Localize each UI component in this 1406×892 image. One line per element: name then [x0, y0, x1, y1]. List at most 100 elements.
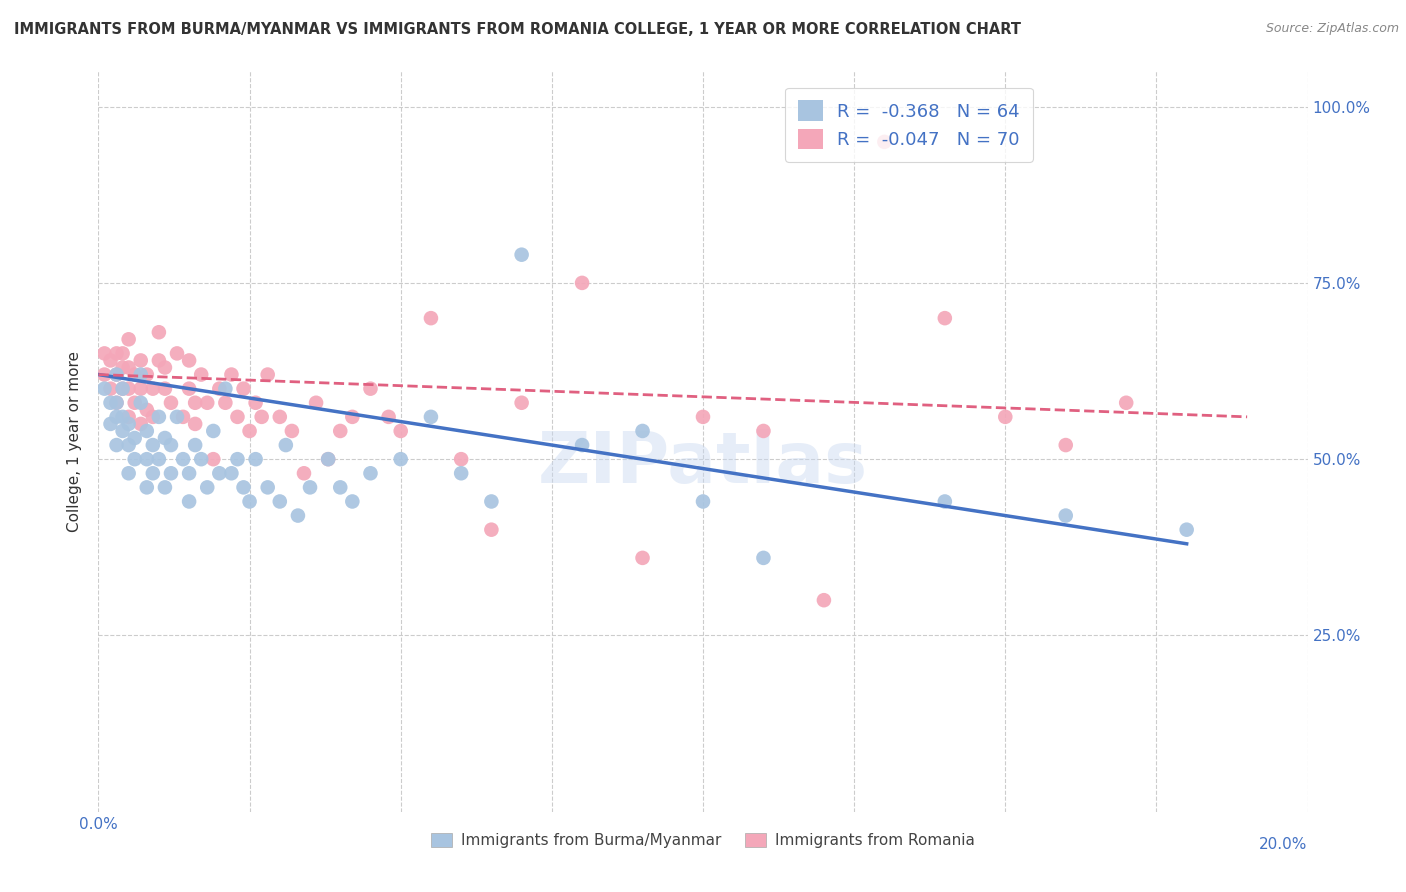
Point — [269, 494, 291, 508]
Point — [142, 382, 165, 396]
Point — [142, 467, 165, 481]
Point — [377, 409, 399, 424]
Point — [292, 467, 315, 481]
Point — [129, 417, 152, 431]
Point — [135, 480, 157, 494]
Point — [1054, 438, 1077, 452]
Point — [389, 424, 412, 438]
Point — [172, 452, 194, 467]
Point — [111, 382, 134, 396]
Point — [214, 382, 236, 396]
Point — [93, 382, 115, 396]
Point — [510, 396, 533, 410]
Point — [160, 396, 183, 410]
Point — [129, 396, 152, 410]
Point — [124, 368, 146, 382]
Point — [166, 346, 188, 360]
Point — [129, 382, 152, 396]
Point — [420, 409, 443, 424]
Point — [232, 382, 254, 396]
Point — [179, 467, 201, 481]
Point — [873, 135, 896, 149]
Point — [142, 409, 165, 424]
Point — [239, 494, 262, 508]
Point — [184, 417, 207, 431]
Point — [245, 396, 267, 410]
Point — [195, 396, 218, 410]
Point — [105, 438, 128, 452]
Point — [160, 438, 183, 452]
Point — [481, 523, 503, 537]
Point — [342, 409, 364, 424]
Point — [105, 368, 128, 382]
Point — [221, 368, 243, 382]
Point — [450, 467, 472, 481]
Point — [752, 424, 775, 438]
Point — [166, 409, 188, 424]
Point — [221, 467, 243, 481]
Point — [153, 431, 176, 445]
Text: ZIPatlas: ZIPatlas — [538, 429, 868, 499]
Point — [329, 424, 352, 438]
Point — [148, 353, 170, 368]
Point — [342, 494, 364, 508]
Text: Source: ZipAtlas.com: Source: ZipAtlas.com — [1265, 22, 1399, 36]
Point — [1175, 523, 1198, 537]
Point — [360, 467, 382, 481]
Point — [148, 452, 170, 467]
Point — [105, 396, 128, 410]
Point — [93, 368, 115, 382]
Point — [208, 467, 231, 481]
Point — [111, 424, 134, 438]
Point — [118, 409, 141, 424]
Point — [287, 508, 309, 523]
Point — [190, 368, 212, 382]
Point — [994, 409, 1017, 424]
Point — [420, 311, 443, 326]
Point — [299, 480, 322, 494]
Point — [118, 382, 141, 396]
Point — [226, 452, 249, 467]
Point — [100, 396, 122, 410]
Point — [135, 452, 157, 467]
Point — [305, 396, 328, 410]
Point — [214, 396, 236, 410]
Point — [274, 438, 297, 452]
Point — [208, 382, 231, 396]
Point — [124, 396, 146, 410]
Point — [100, 417, 122, 431]
Point — [105, 346, 128, 360]
Point — [1115, 396, 1137, 410]
Point — [226, 409, 249, 424]
Point — [179, 382, 201, 396]
Point — [510, 248, 533, 262]
Point — [202, 424, 225, 438]
Point — [135, 368, 157, 382]
Point — [111, 360, 134, 375]
Point — [256, 368, 278, 382]
Point — [179, 494, 201, 508]
Point — [631, 550, 654, 565]
Point — [118, 332, 141, 346]
Point — [172, 409, 194, 424]
Point — [329, 480, 352, 494]
Point — [360, 382, 382, 396]
Point — [450, 452, 472, 467]
Point — [571, 438, 593, 452]
Point — [160, 467, 183, 481]
Point — [129, 353, 152, 368]
Point — [118, 467, 141, 481]
Point — [184, 396, 207, 410]
Point — [93, 346, 115, 360]
Point — [100, 382, 122, 396]
Point — [118, 438, 141, 452]
Point — [105, 368, 128, 382]
Text: 20.0%: 20.0% — [1260, 837, 1308, 852]
Point — [316, 452, 339, 467]
Point — [124, 452, 146, 467]
Point — [111, 409, 134, 424]
Point — [934, 494, 956, 508]
Point — [195, 480, 218, 494]
Point — [153, 480, 176, 494]
Point — [111, 346, 134, 360]
